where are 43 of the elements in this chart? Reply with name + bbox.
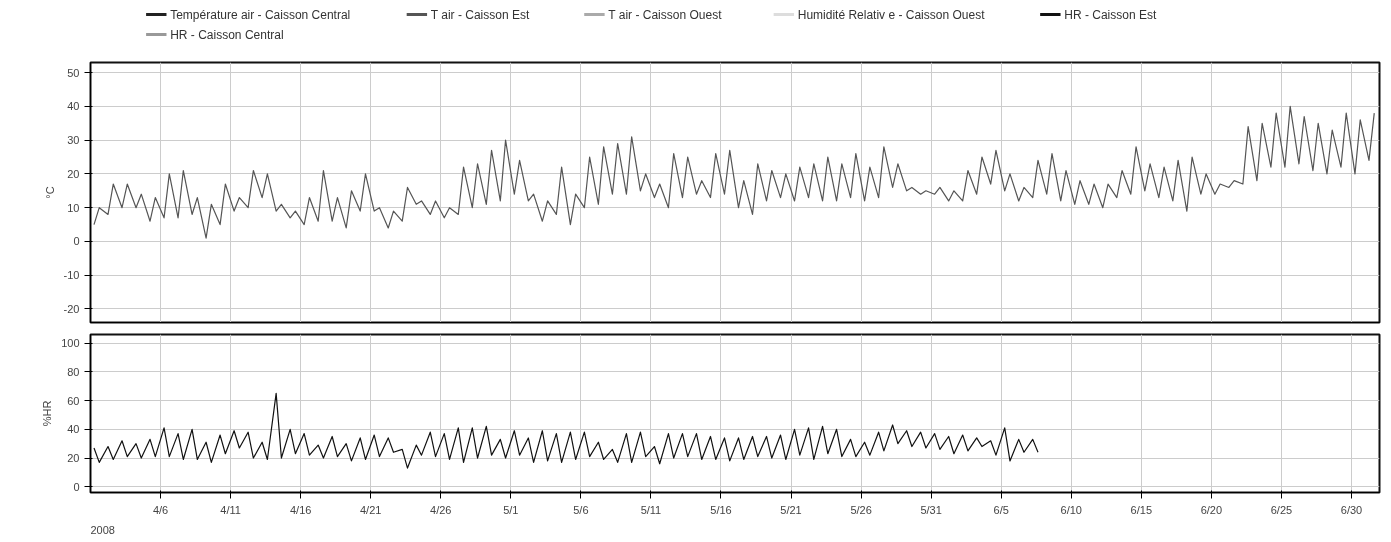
y-tick-label: 0	[73, 480, 80, 493]
y-tick-label: 20	[67, 167, 80, 180]
x-tick-label: 4/26	[430, 503, 452, 516]
line-series	[93, 392, 1039, 469]
y-tick-label: -10	[63, 269, 80, 282]
y-tick-label: 30	[67, 134, 80, 147]
text: 2008	[90, 523, 115, 536]
y-axis-title: %HR	[41, 400, 54, 427]
x-tick-label: 6/10	[1060, 503, 1082, 516]
x-tick-label: 5/31	[920, 503, 942, 516]
x-tick-label: 6/15	[1130, 503, 1153, 516]
x-tick-label: 4/6	[152, 503, 169, 516]
x-tick-label: 5/6	[573, 503, 589, 516]
x-tick-label: 6/5	[993, 503, 1009, 516]
x-tick-label: 6/20	[1200, 503, 1223, 516]
y-tick-label: 40	[67, 100, 80, 113]
y-tick-label: 50	[67, 66, 80, 79]
x-tick-label: 6/25	[1270, 503, 1293, 516]
x-tick-label: 4/16	[289, 503, 312, 516]
y-tick-label: 60	[67, 394, 80, 407]
x-tick-label: 6/30	[1340, 503, 1363, 516]
legend-label: HR - Caisson Central	[170, 27, 284, 42]
legend-label: Humidité Relativ e - Caisson Ouest	[797, 7, 986, 22]
x-tick-label: 5/26	[850, 503, 872, 516]
y-tick-label: 20	[67, 452, 80, 465]
line-series	[93, 105, 1375, 239]
legend-label: Température air - Caisson Central	[170, 7, 351, 22]
legend-label: HR - Caisson Est	[1064, 7, 1157, 22]
y-tick-label: 100	[61, 337, 80, 350]
x-tick-label: 5/16	[710, 503, 732, 516]
x-tick-label: 5/11	[640, 503, 662, 516]
y-tick-label: -20	[63, 302, 80, 315]
x-tick-label: 5/1	[503, 503, 519, 516]
x-tick-label: 5/21	[780, 503, 802, 516]
y-axis-title: °C	[43, 186, 56, 199]
y-tick-label: 80	[67, 365, 80, 378]
legend-label: T air - Caisson Est	[430, 7, 530, 22]
y-tick-label: 40	[67, 423, 80, 436]
x-tick-label: 4/21	[360, 503, 382, 516]
x-tick-label: 4/11	[220, 503, 241, 516]
legend-label: T air - Caisson Ouest	[608, 7, 723, 22]
y-tick-label: 10	[67, 201, 80, 214]
y-tick-label: 0	[73, 235, 80, 248]
